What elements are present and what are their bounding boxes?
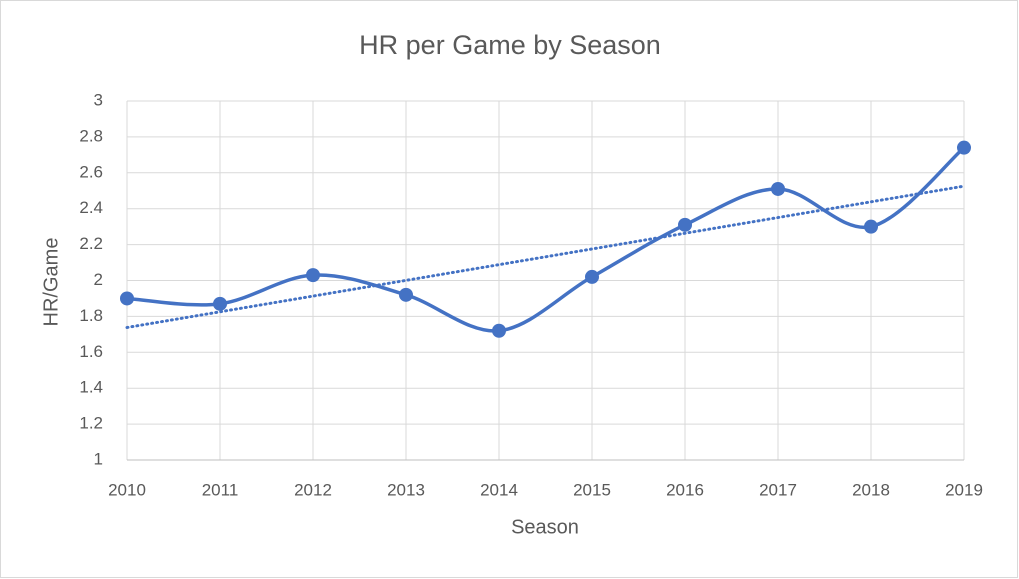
y-tick-label: 3 xyxy=(94,90,103,109)
y-tick-label: 1.4 xyxy=(79,378,103,397)
x-tick-label: 2012 xyxy=(294,480,332,499)
x-axis-title: Season xyxy=(511,516,579,538)
y-tick-label: 1 xyxy=(94,449,103,468)
y-tick-label: 2 xyxy=(94,270,103,289)
data-point xyxy=(492,323,506,338)
data-point xyxy=(771,181,785,196)
x-tick-label: 2017 xyxy=(759,480,797,499)
data-point xyxy=(213,296,227,311)
data-point xyxy=(306,268,320,283)
x-tick-label: 2016 xyxy=(666,480,704,499)
y-tick-label: 2.6 xyxy=(79,162,103,181)
x-tick-label: 2014 xyxy=(480,480,518,499)
data-point xyxy=(585,269,599,284)
data-point xyxy=(864,219,878,234)
y-tick-label: 1.2 xyxy=(79,414,103,433)
y-tick-label: 2.2 xyxy=(79,234,103,253)
y-axis-title: HR/Game xyxy=(40,238,62,327)
x-tick-label: 2019 xyxy=(945,480,983,499)
x-tick-label: 2015 xyxy=(573,480,611,499)
y-tick-label: 1.6 xyxy=(79,342,103,361)
data-point xyxy=(957,140,971,155)
x-tick-label: 2011 xyxy=(202,480,239,499)
x-tick-label: 2013 xyxy=(387,480,425,499)
x-tick-label: 2018 xyxy=(852,480,890,499)
series-line xyxy=(126,146,966,333)
y-tick-label: 1.8 xyxy=(79,306,103,325)
y-tick-label: 2.8 xyxy=(79,126,103,145)
x-tick-label: 2010 xyxy=(108,480,146,499)
data-point xyxy=(399,287,413,302)
data-point xyxy=(120,291,134,306)
data-point xyxy=(678,217,692,232)
y-tick-label: 2.4 xyxy=(79,198,103,217)
chart-title: HR per Game by Season xyxy=(359,30,661,60)
